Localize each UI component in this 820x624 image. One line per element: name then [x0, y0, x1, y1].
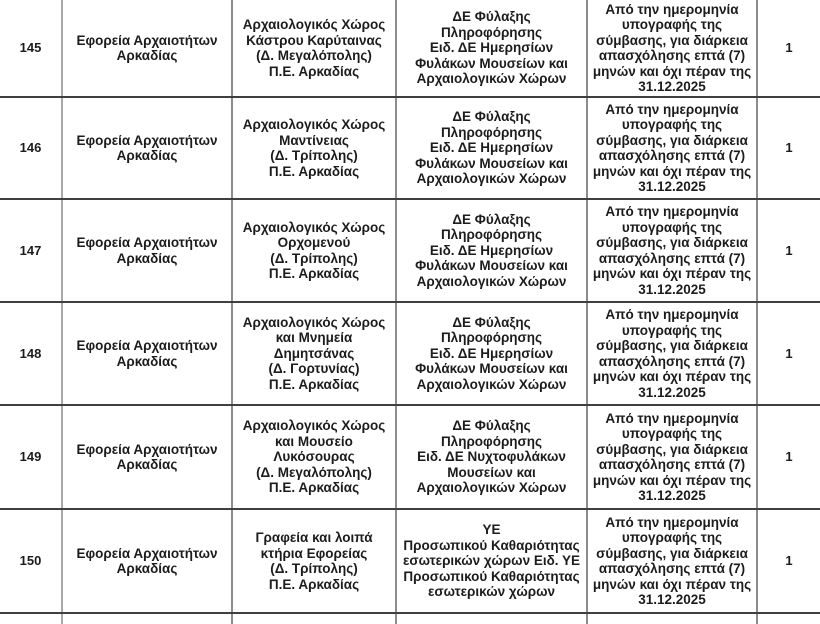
cell-specialty [397, 614, 588, 624]
cell-row-number: 146 [0, 98, 63, 198]
cell-position-count: 1 [785, 40, 793, 56]
table-row: 145 Εφορεία Αρχαιοτήτων Αρκαδίας Αρχαιολ… [0, 0, 820, 98]
cell-specialty: ΔΕ Φύλαξης Πληροφόρησης Ειδ. ΔΕ Νυχτοφυλ… [397, 406, 588, 508]
cell-position-count: 1 [785, 140, 793, 156]
cell-location [233, 614, 397, 624]
cell-duration: Από την ημερομηνία υπογραφής της σύμβαση… [588, 200, 758, 301]
cell-agency: Εφορεία Αρχαιοτήτων Αρκαδίας [63, 303, 233, 404]
cell-specialty: ΔΕ Φύλαξης Πληροφόρησης Ειδ. ΔΕ Ημερησίω… [397, 0, 588, 96]
table-row: 146 Εφορεία Αρχαιοτήτων Αρκαδίας Αρχαιολ… [0, 98, 820, 200]
cell-duration: Από την ημερομηνία υπογραφής της σύμβαση… [588, 510, 758, 612]
table-row: 148 Εφορεία Αρχαιοτήτων Αρκαδίας Αρχαιολ… [0, 303, 820, 406]
cell-agency: Εφορεία Αρχαιοτήτων Αρκαδίας [63, 200, 233, 301]
cell-position-count: 1 [785, 345, 793, 361]
cell-row-number: 150 [0, 510, 63, 612]
cell-duration: Από την ημερομηνία υπογραφής της σύμβαση… [588, 303, 758, 404]
cell-position-count: 1 [785, 449, 793, 465]
cell-agency: Εφορεία Αρχαιοτήτων Αρκαδίας [63, 0, 233, 96]
cell-location: Αρχαιολογικός Χώρος Μαντίνειας (Δ. Τρίπο… [233, 98, 397, 198]
cell-row-number: 145 [0, 0, 63, 96]
cell-specialty: ΔΕ Φύλαξης Πληροφόρησης Ειδ. ΔΕ Ημερησίω… [397, 98, 588, 198]
cell-agency: Εφορεία Αρχαιοτήτων Αρκαδίας [63, 406, 233, 508]
cell-row-number: 147 [0, 200, 63, 301]
cell-row-number: 148 [0, 303, 63, 404]
cell-row-number: 149 [0, 406, 63, 508]
cell-location: Αρχαιολογικός Χώρος και Μνημεία Δημητσάν… [233, 303, 397, 404]
table-row: 147 Εφορεία Αρχαιοτήτων Αρκαδίας Αρχαιολ… [0, 200, 820, 303]
cell-row-number [0, 614, 63, 624]
cell-position-count [758, 614, 820, 624]
cell-specialty: ΔΕ Φύλαξης Πληροφόρησης Ειδ. ΔΕ Ημερησίω… [397, 303, 588, 404]
cell-specialty: ΥΕ Προσωπικού Καθαριότητας εσωτερικών χώ… [397, 510, 588, 612]
cell-duration: Από την ημερομηνία υπογραφής της σύμβαση… [588, 0, 758, 96]
cell-duration: Από την ημερομηνία υπογραφής της σύμβαση… [588, 406, 758, 508]
cell-specialty: ΔΕ Φύλαξης Πληροφόρησης Ειδ. ΔΕ Ημερησίω… [397, 200, 588, 301]
cell-agency [63, 614, 233, 624]
cell-agency: Εφορεία Αρχαιοτήτων Αρκαδίας [63, 510, 233, 612]
table-row: 149 Εφορεία Αρχαιοτήτων Αρκαδίας Αρχαιολ… [0, 406, 820, 510]
cell-agency: Εφορεία Αρχαιοτήτων Αρκαδίας [63, 98, 233, 198]
cell-duration [588, 614, 758, 624]
table-row-partial [0, 614, 820, 624]
cell-location: Γραφεία και λοιπά κτήρια Εφορείας (Δ. Τρ… [233, 510, 397, 612]
cell-position-count: 1 [785, 242, 793, 258]
cell-location: Αρχαιολογικός Χώρος Κάστρου Καρύταινας (… [233, 0, 397, 96]
cell-location: Αρχαιολογικός Χώρος Ορχομενού (Δ. Τρίπολ… [233, 200, 397, 301]
cell-position-count: 1 [785, 553, 793, 569]
table-row: 150 Εφορεία Αρχαιοτήτων Αρκαδίας Γραφεία… [0, 510, 820, 614]
cell-duration: Από την ημερομηνία υπογραφής της σύμβαση… [588, 98, 758, 198]
cell-location: Αρχαιολογικός Χώρος και Μουσείο Λυκόσουρ… [233, 406, 397, 508]
